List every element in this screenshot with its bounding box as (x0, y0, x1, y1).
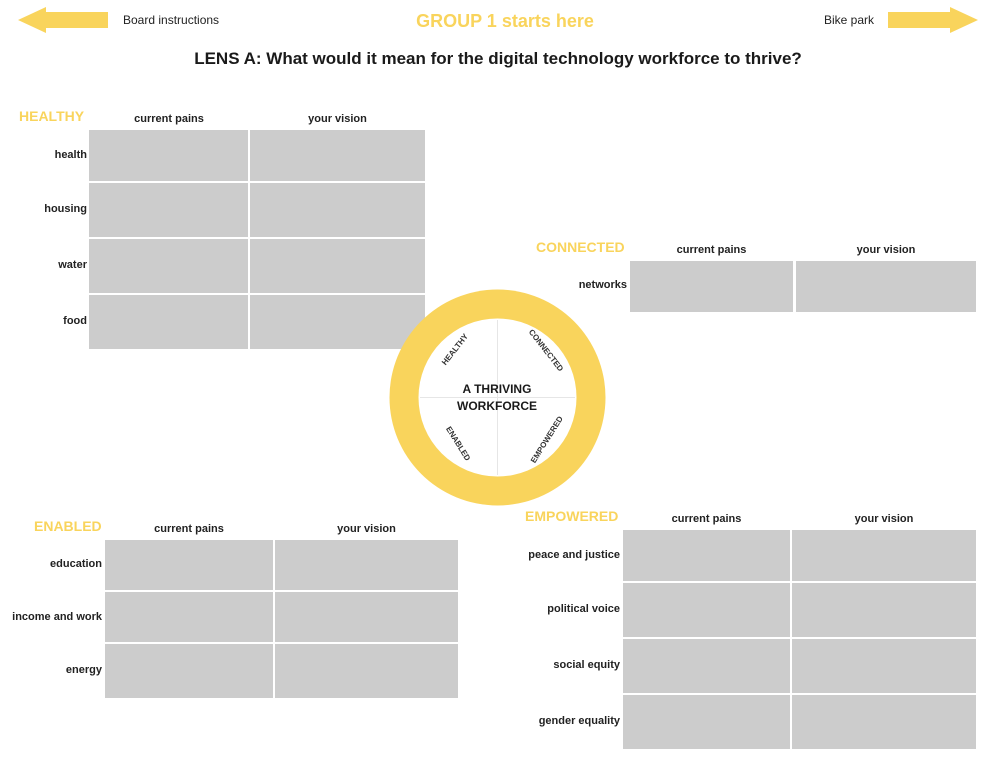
healthy-row-water: water (58, 259, 87, 271)
thriving-workforce-wheel: HEALTHY CONNECTED ENABLED EMPOWERED (389, 289, 606, 506)
healthy-health-vision-cell[interactable] (250, 130, 425, 181)
empowered-row-social-equity: social equity (553, 659, 620, 671)
connected-col-current-pains: current pains (676, 244, 747, 256)
lens-title: LENS A: What would it mean for the digit… (194, 49, 802, 68)
empowered-gender-pains-cell[interactable] (623, 695, 790, 749)
enabled-income-pains-cell[interactable] (105, 592, 273, 642)
connected-col-your-vision: your vision (856, 244, 916, 256)
enabled-row-education: education (50, 558, 102, 570)
empowered-col-current-pains: current pains (671, 513, 742, 525)
connected-networks-vision-cell[interactable] (796, 261, 976, 312)
enabled-col-your-vision: your vision (337, 523, 396, 535)
empowered-peace-vision-cell[interactable] (792, 530, 976, 581)
empowered-col-your-vision: your vision (854, 513, 914, 525)
wheel-center-text: A THRIVING WORKFORCE (427, 381, 567, 415)
enabled-energy-vision-cell[interactable] (275, 644, 458, 698)
empowered-title: EMPOWERED (525, 508, 619, 524)
healthy-row-food: food (63, 315, 87, 327)
empowered-political-vision-cell[interactable] (792, 583, 976, 637)
healthy-title: HEALTHY (19, 108, 85, 124)
empowered-political-pains-cell[interactable] (623, 583, 790, 637)
healthy-health-pains-cell[interactable] (89, 130, 248, 181)
empowered-row-political-voice: political voice (547, 603, 620, 615)
healthy-row-housing: housing (44, 203, 87, 215)
arrow-right-icon[interactable] (888, 7, 978, 33)
enabled-row-income-and-work: income and work (12, 611, 102, 623)
healthy-food-vision-cell[interactable] (250, 295, 425, 349)
enabled-income-vision-cell[interactable] (275, 592, 458, 642)
enabled-col-current-pains: current pains (154, 523, 224, 535)
enabled-row-energy: energy (65, 664, 102, 676)
board-instructions-link[interactable]: Board instructions (123, 13, 220, 27)
group-title: GROUP 1 starts here (416, 11, 594, 31)
arrow-left-icon[interactable] (18, 7, 108, 33)
healthy-food-pains-cell[interactable] (89, 295, 248, 349)
wheel-center-line1: A THRIVING (462, 382, 532, 396)
connected-networks-pains-cell[interactable] (630, 261, 793, 312)
enabled-title: ENABLED (34, 518, 102, 534)
healthy-housing-pains-cell[interactable] (89, 183, 248, 237)
enabled-education-vision-cell[interactable] (275, 540, 458, 590)
empowered-row-peace-and-justice: peace and justice (528, 549, 620, 561)
healthy-water-vision-cell[interactable] (250, 239, 425, 293)
connected-row-networks: networks (578, 279, 627, 291)
empowered-peace-pains-cell[interactable] (623, 530, 790, 581)
connected-title: CONNECTED (536, 239, 625, 255)
healthy-row-health: health (54, 149, 87, 161)
empowered-row-gender-equality: gender equality (538, 715, 620, 727)
enabled-energy-pains-cell[interactable] (105, 644, 273, 698)
enabled-education-pains-cell[interactable] (105, 540, 273, 590)
healthy-water-pains-cell[interactable] (89, 239, 248, 293)
wheel-center-line2: WORKFORCE (457, 399, 537, 413)
bike-park-link[interactable]: Bike park (824, 13, 875, 27)
healthy-housing-vision-cell[interactable] (250, 183, 425, 237)
empowered-gender-vision-cell[interactable] (792, 695, 976, 749)
healthy-col-your-vision: your vision (308, 113, 367, 125)
healthy-col-current-pains: current pains (134, 113, 204, 125)
empowered-social-pains-cell[interactable] (623, 639, 790, 693)
empowered-social-vision-cell[interactable] (792, 639, 976, 693)
